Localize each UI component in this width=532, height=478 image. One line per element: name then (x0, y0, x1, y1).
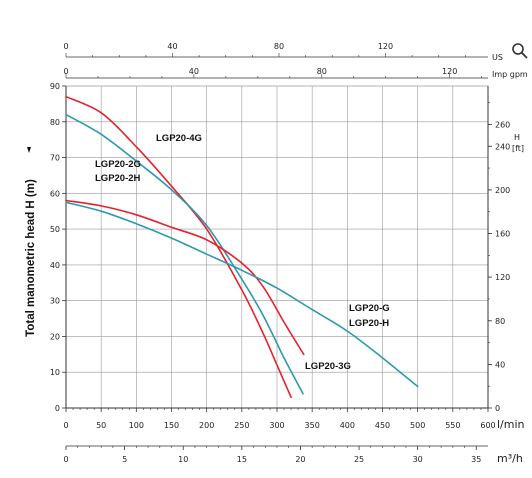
curve-label-lgp20-4g: LGP20-4G (156, 133, 202, 144)
y-unit-ft-h: H (514, 133, 520, 142)
x-tick-label-impgpm: 80 (317, 67, 327, 76)
x-tick-label-lmin: 0 (63, 421, 68, 430)
x-tick-label-usgpm: 80 (274, 42, 284, 51)
curve-labels: LGP20-4G LGP20-2G LGP20-2H LGP20-3G LGP20-G L… (95, 133, 390, 372)
y-tick-label-ft: 160 (495, 230, 510, 239)
y-tick-label: 10 (50, 368, 60, 377)
y-tick-label-ft: 80 (495, 317, 505, 326)
curve-label-lgp20-g: LGP20-G (349, 303, 390, 314)
x-tick-label-lmin: 550 (445, 421, 460, 430)
y-tick-label-ft: 240 (495, 142, 510, 151)
x-tick-label-m3h: 5 (122, 455, 127, 464)
y-tick-label: 90 (50, 82, 60, 91)
curve-label-lgp20-h: LGP20-H (349, 318, 389, 329)
x-tick-label-lmin: 150 (164, 421, 179, 430)
x-tick-label-m3h: 35 (471, 455, 481, 464)
x-tick-label-m3h: 20 (295, 455, 305, 464)
x-tick-label-usgpm: 40 (167, 42, 177, 51)
y-tick-label: 80 (50, 118, 60, 127)
x-tick-label-m3h: 0 (63, 455, 68, 464)
x-tick-label-lmin: 350 (305, 421, 320, 430)
y-tick-label-ft: 120 (495, 273, 510, 282)
y-tick-label-ft: 200 (495, 186, 510, 195)
x-unit-impgpm: Imp gpm (492, 70, 528, 79)
grid-lines (66, 85, 488, 408)
x-unit-lmin: l/min (497, 418, 525, 431)
y-tick-label-ft: 260 (495, 120, 510, 129)
series-curve-lgp20-4g (65, 95, 292, 399)
x-tick-label-lmin: 50 (96, 421, 106, 430)
x-tick-label-usgpm: 120 (378, 42, 393, 51)
zoom-button[interactable] (510, 40, 530, 62)
x-tick-label-lmin: 100 (129, 421, 144, 430)
y-tick-label: 60 (50, 189, 60, 198)
series-curve-lgp20-2g-lgp20-2h (65, 113, 304, 395)
curve-label-lgp20-3g: LGP20-3G (305, 361, 351, 372)
y-tick-label: 0 (55, 404, 60, 413)
series-curve-lgp20-3g (65, 199, 305, 356)
y-tick-label: 40 (50, 261, 60, 270)
x-tick-label-impgpm: 0 (63, 67, 68, 76)
x-tick-label-lmin: 200 (199, 421, 214, 430)
y-unit-ft-bracket: [ft] (512, 144, 524, 153)
x-tick-label-impgpm: 120 (442, 67, 457, 76)
magnifier-icon (512, 43, 528, 59)
x-tick-label-m3h: 10 (178, 455, 188, 464)
x-unit-usgpm: US (492, 53, 503, 62)
y-tick-label: 30 (50, 297, 60, 306)
curve-label-lgp20-2h: LGP20-2H (95, 173, 141, 184)
x-tick-label-lmin: 300 (269, 421, 284, 430)
x-tick-label-m3h: 15 (237, 455, 247, 464)
y-axis-title: Total manometric head H (m) (25, 179, 37, 337)
y-tick-label: 20 (50, 332, 60, 341)
x-tick-label-m3h: 25 (354, 455, 364, 464)
series-curve-lgp20-g-lgp20-h (65, 201, 419, 388)
x-tick-label-m3h: 30 (413, 455, 423, 464)
y-tick-label-ft: 40 (495, 360, 505, 369)
y-axis-arrow (27, 147, 31, 153)
x-tick-label-lmin: 450 (375, 421, 390, 430)
x-tick-label-usgpm: 0 (63, 42, 68, 51)
x-tick-label-lmin: 400 (340, 421, 355, 430)
y-tick-label: 70 (50, 154, 60, 163)
x-tick-label-lmin: 500 (410, 421, 425, 430)
x-tick-label-lmin: 250 (234, 421, 249, 430)
y-tick-label: 50 (50, 225, 60, 234)
series-layer (65, 95, 419, 399)
y-tick-label-ft: 0 (495, 404, 500, 413)
x-tick-label-impgpm: 40 (189, 67, 199, 76)
x-tick-label-lmin: 600 (480, 421, 495, 430)
x-unit-m3h: m³/h (497, 452, 523, 465)
curve-label-lgp20-2g: LGP20-2G (95, 159, 141, 170)
